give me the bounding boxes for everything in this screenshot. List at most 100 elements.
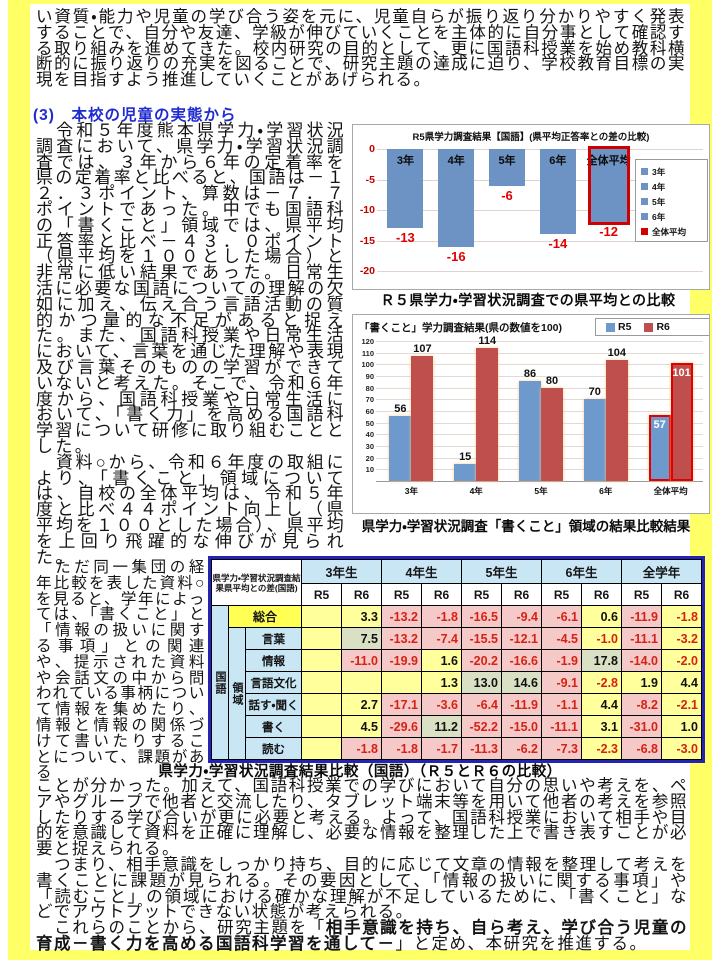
- x-axis-category-label: 3年: [404, 486, 419, 496]
- value-cell: -2.0: [661, 649, 702, 672]
- y-axis-tick-label: -5: [365, 173, 375, 186]
- legend-swatch: [644, 322, 654, 332]
- value-cell: -1.9: [541, 649, 582, 672]
- value-cell: [301, 649, 342, 672]
- value-cell: 1.0: [661, 715, 702, 738]
- value-cell: -15.0: [501, 715, 542, 738]
- y-axis-tick-label: 50: [365, 418, 374, 428]
- value-cell: -6.2: [501, 737, 542, 760]
- value-cell: -7.3: [541, 737, 582, 760]
- bar: [389, 415, 412, 481]
- value-cell: -13.2: [381, 627, 422, 650]
- legend-swatch: [641, 213, 648, 220]
- value-cell: -8.2: [621, 693, 662, 716]
- gridline: [377, 240, 703, 242]
- year-sub-header: R5: [541, 583, 582, 606]
- year-sub-header: R5: [621, 583, 662, 606]
- legend-entry: R5: [606, 321, 631, 333]
- legend-label: 5年: [652, 196, 666, 207]
- value-cell: 4.4: [581, 693, 622, 716]
- legend-swatch: [641, 228, 648, 235]
- value-cell: -6.1: [541, 605, 582, 628]
- year-sub-header: R6: [581, 583, 622, 606]
- paragraph: い資質・能力や児童の学び合う姿を元に、児童自らが振り返り分かりやすく発表すること…: [36, 7, 686, 90]
- value-cell: -11.1: [621, 627, 662, 650]
- x-axis-category-label: 5年: [534, 486, 548, 496]
- gridline: [376, 352, 703, 354]
- value-cell: -13.2: [381, 605, 422, 628]
- value-cell: -3.2: [661, 627, 702, 650]
- chart2-legend: R5 R6: [595, 318, 709, 336]
- year-sub-header: R6: [501, 583, 542, 606]
- year-sub-header: R6: [341, 583, 382, 606]
- legend-label: 4年: [652, 181, 666, 192]
- chart1-title: R5県学力調査結果【国語】(県平均正答率との差の比較): [412, 132, 650, 143]
- y-axis-tick-label: 20: [365, 453, 374, 463]
- legend-label: R6: [656, 321, 670, 333]
- x-axis-category-label: 全体平均: [653, 486, 688, 496]
- grade-group-header: 4年生: [381, 559, 462, 584]
- grade-group-header: 5年生: [461, 559, 542, 584]
- paragraph: つまり、相手意識をしっかり持ち、目的に応じて文章の情報を整理して考えを書くことに…: [36, 854, 688, 922]
- value-cell: -11.9: [501, 693, 542, 716]
- bar: [670, 363, 693, 481]
- bar-value-label: 101: [672, 367, 691, 380]
- table-corner-label: 県学力・学習状況調査結果県平均との差(国語): [211, 559, 302, 606]
- legend-swatch: [641, 183, 648, 190]
- bar: [387, 149, 424, 229]
- bar: [489, 149, 525, 186]
- bar: [648, 414, 671, 481]
- value-cell: -17.1: [381, 693, 422, 716]
- y-axis-tick-label: 30: [365, 442, 374, 451]
- value-cell: 11.2: [421, 715, 462, 738]
- year-sub-header: R5: [461, 583, 502, 606]
- value-cell: [341, 671, 382, 694]
- bar: [411, 356, 434, 481]
- bar-value-label: 114: [478, 335, 497, 347]
- left-column-text: 令和５年度熊本県学力・学習状況調査において、県学力・学習状況調査では、３年から６…: [36, 122, 346, 565]
- value-cell: -29.6: [381, 715, 422, 738]
- y-axis-tick-label: 10: [365, 465, 374, 475]
- value-cell: -11.0: [341, 649, 382, 672]
- y-axis-tick-label: 100: [361, 360, 374, 370]
- bar-category-label: 6年: [549, 155, 567, 167]
- value-cell: 0.6: [581, 605, 622, 628]
- legend-label: R5: [618, 321, 632, 333]
- legend-label: 6年: [652, 211, 666, 222]
- bar: [590, 149, 627, 223]
- bar-value-label: 104: [607, 346, 626, 359]
- year-sub-header: R5: [301, 583, 342, 606]
- value-cell: 1.3: [421, 671, 462, 694]
- chart-writing-score-comparison: 「書くこと」学力調査結果(県の数値を100) R5 R6 10 20 30 40 50 60 70…: [352, 314, 710, 514]
- value-cell: -6.8: [621, 737, 662, 760]
- value-cell: -9.1: [541, 671, 582, 694]
- legend-swatch: [641, 198, 648, 205]
- theme-post: 」と定め、本研究を推進する。: [395, 933, 648, 953]
- value-cell: -11.1: [541, 715, 582, 738]
- legend-label: 全体平均: [652, 226, 687, 237]
- value-cell: -1.8: [421, 605, 462, 628]
- value-cell: 4.5: [341, 715, 382, 738]
- value-cell: 1.6: [421, 649, 462, 672]
- bar-value-label: 56: [394, 402, 407, 415]
- y-axis-tick-label: 120: [361, 337, 374, 346]
- value-cell: -16.6: [501, 649, 542, 672]
- chart1-legend: 3年 4年 5年 6年 全体平均: [635, 159, 708, 242]
- paragraph: ことが分かった。加えて、国語科授業での学びにおいて自分の思いや考えを、ペアやグル…: [36, 776, 688, 859]
- chart2-caption: 県学力・学習状況調査「書くこと」領域の結果比較結果: [361, 519, 691, 534]
- y-axis-tick-label: 80: [365, 383, 374, 393]
- bar-value-label: -6: [501, 187, 513, 203]
- row-label: 言葉: [245, 627, 302, 650]
- comparison-table: 県学力・学習状況調査結果県平均との差(国語) 3年生 4年生 5年生 6年生 全学年 R5 R…: [208, 556, 705, 763]
- value-cell: -11.9: [621, 605, 662, 628]
- bar-value-label: 107: [413, 343, 432, 356]
- value-cell: 17.8: [581, 649, 622, 672]
- y-axis-tick-label: -10: [359, 204, 375, 216]
- y-axis-tick-label: -15: [359, 234, 375, 247]
- legend-swatch: [641, 168, 648, 175]
- value-cell: -1.1: [541, 693, 582, 716]
- legend-entry: 6年: [641, 209, 707, 224]
- value-cell: [301, 737, 342, 760]
- year-sub-header: R6: [661, 583, 702, 606]
